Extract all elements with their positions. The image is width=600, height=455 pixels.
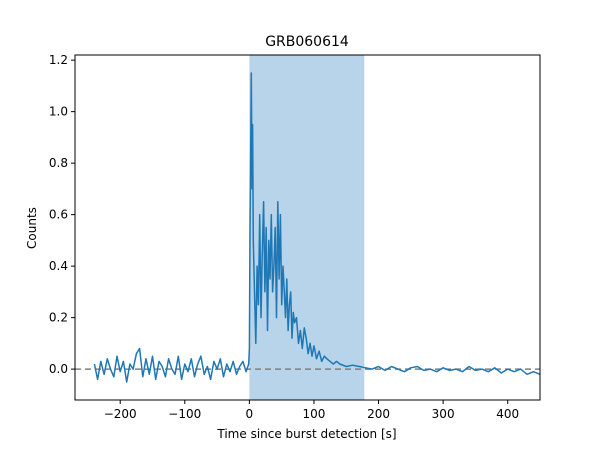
x-axis-ticks: −200 −100 0 100 200 300 400 — [104, 400, 519, 421]
x-tick-label: 400 — [496, 407, 519, 421]
y-axis-ticks: 0.0 0.2 0.4 0.6 0.8 1.0 1.2 — [49, 53, 75, 376]
y-axis-label: Counts — [25, 207, 39, 249]
x-tick-label: 200 — [367, 407, 390, 421]
series-layer — [93, 72, 541, 383]
y-tick-label: 0.4 — [49, 259, 68, 273]
y-tick-label: 0.0 — [49, 362, 68, 376]
y-tick-label: 0.8 — [49, 156, 68, 170]
x-tick-label: −200 — [104, 407, 137, 421]
chart-title: GRB060614 — [265, 34, 349, 50]
x-axis-label: Time since burst detection [s] — [216, 427, 396, 441]
x-tick-label: 300 — [432, 407, 455, 421]
x-tick-label: 100 — [303, 407, 326, 421]
y-tick-label: 0.2 — [49, 311, 68, 325]
x-tick-label: −100 — [168, 407, 201, 421]
series-line-0 — [93, 72, 541, 383]
x-tick-label: 0 — [246, 407, 254, 421]
y-tick-label: 1.2 — [49, 53, 68, 67]
y-tick-label: 1.0 — [49, 105, 68, 119]
plot-frame — [74, 54, 541, 401]
y-tick-label: 0.6 — [49, 208, 68, 222]
